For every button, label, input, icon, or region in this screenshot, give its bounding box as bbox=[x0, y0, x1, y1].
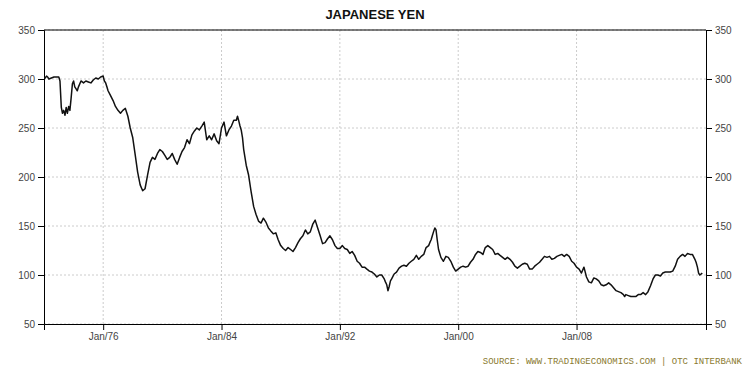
tick-label: Jan/76 bbox=[89, 331, 119, 342]
tick-mark bbox=[38, 128, 44, 129]
x-axis: Jan/76 Jan/84 Jan/92 Jan/00 Jan/08 bbox=[45, 324, 707, 342]
tick: 100 bbox=[706, 270, 732, 281]
tick-label: 350 bbox=[18, 25, 35, 36]
tick-label: 50 bbox=[24, 319, 36, 330]
tick: 150 bbox=[706, 221, 732, 232]
tick-mark bbox=[38, 177, 44, 178]
tick-label: 250 bbox=[715, 123, 732, 134]
tick-mark bbox=[706, 128, 712, 129]
tick: 300 bbox=[18, 74, 44, 85]
tick-label: 300 bbox=[715, 74, 732, 85]
tick-label: Jan/00 bbox=[444, 331, 474, 342]
tick-mark bbox=[38, 79, 44, 80]
tick-mark bbox=[340, 324, 341, 330]
tick: Jan/76 bbox=[89, 324, 119, 342]
tick-label: 200 bbox=[18, 172, 35, 183]
tick: 350 bbox=[18, 25, 44, 36]
tick: Jan/08 bbox=[562, 324, 592, 342]
tick: Jan/00 bbox=[444, 324, 474, 342]
tick: Jan/84 bbox=[207, 324, 237, 342]
tick: 300 bbox=[706, 74, 732, 85]
y2-axis: 50 100 150 200 250 300 350 bbox=[706, 25, 732, 330]
data-line bbox=[44, 76, 702, 297]
tick-label: Jan/84 bbox=[207, 331, 237, 342]
tick: 250 bbox=[706, 123, 732, 134]
tick: 50 bbox=[24, 319, 44, 330]
tick: 250 bbox=[18, 123, 44, 134]
grid-line-y bbox=[44, 177, 706, 178]
tick-mark bbox=[458, 324, 459, 330]
grid bbox=[44, 30, 706, 324]
grid-line-y bbox=[44, 79, 706, 80]
tick-mark bbox=[103, 324, 104, 330]
y-axis: 50 100 150 200 250 300 350 bbox=[18, 25, 44, 330]
tick-mark bbox=[38, 226, 44, 227]
tick-label: 100 bbox=[715, 270, 732, 281]
tick-label: 350 bbox=[715, 25, 732, 36]
tick: 50 bbox=[706, 319, 727, 330]
tick-label: Jan/08 bbox=[562, 331, 592, 342]
tick-mark bbox=[706, 177, 712, 178]
tick-mark bbox=[706, 226, 712, 227]
tick-mark bbox=[706, 275, 712, 276]
axis-domain bbox=[707, 31, 713, 325]
tick: 200 bbox=[706, 172, 732, 183]
tick-label: Jan/92 bbox=[325, 331, 355, 342]
tick-mark bbox=[38, 30, 44, 31]
chart-title: JAPANESE YEN bbox=[325, 7, 424, 22]
tick-mark bbox=[706, 79, 712, 80]
tick: 150 bbox=[18, 221, 44, 232]
tick: 200 bbox=[18, 172, 44, 183]
tick-label: 100 bbox=[18, 270, 35, 281]
grid-line-y bbox=[44, 128, 706, 129]
tick-mark bbox=[222, 324, 223, 330]
plot-frame-top bbox=[44, 30, 706, 31]
tick-mark bbox=[38, 275, 44, 276]
chart-svg: Jan/76 Jan/84 Jan/92 Jan/00 Jan/08 50 100 150 20… bbox=[0, 0, 750, 370]
plot-area bbox=[44, 76, 702, 297]
tick-label: 150 bbox=[715, 221, 732, 232]
tick-mark bbox=[38, 324, 44, 325]
tick-mark bbox=[577, 324, 578, 330]
tick-label: 50 bbox=[715, 319, 727, 330]
tick-mark bbox=[706, 30, 712, 31]
grid-line-y bbox=[44, 30, 706, 31]
tick: 350 bbox=[706, 25, 732, 36]
tick-mark bbox=[706, 324, 712, 325]
grid-line-y bbox=[44, 226, 706, 227]
axis-domain bbox=[45, 325, 707, 331]
tick-label: 250 bbox=[18, 123, 35, 134]
tick-label: 200 bbox=[715, 172, 732, 183]
tick-label: 300 bbox=[18, 74, 35, 85]
grid-line-x bbox=[103, 30, 104, 324]
axis-domain bbox=[38, 31, 45, 325]
annotation: SOURCE: WWW.TRADINGECONOMICS.COM | OTC I… bbox=[483, 357, 743, 367]
tick: 100 bbox=[18, 270, 44, 281]
tick: Jan/92 bbox=[325, 324, 355, 342]
tick-label: 150 bbox=[18, 221, 35, 232]
